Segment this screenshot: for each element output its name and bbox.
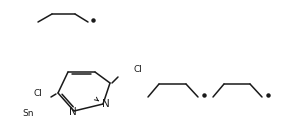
Text: Cl: Cl (33, 90, 42, 99)
Text: Cl: Cl (133, 65, 142, 75)
Text: Sn: Sn (22, 109, 34, 117)
Text: N: N (69, 107, 77, 117)
Text: N: N (102, 99, 110, 109)
